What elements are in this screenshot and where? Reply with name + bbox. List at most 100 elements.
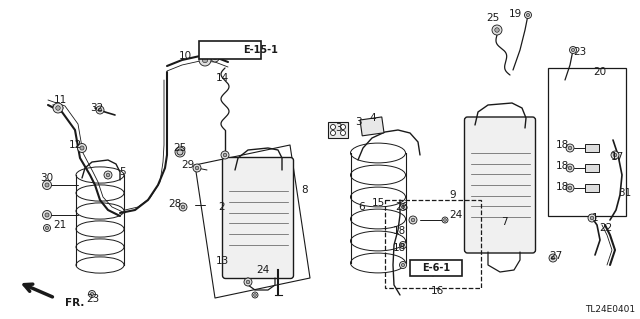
Circle shape <box>106 173 110 177</box>
Text: E-15-1: E-15-1 <box>244 45 278 55</box>
Circle shape <box>42 181 51 189</box>
Circle shape <box>401 263 404 267</box>
Text: 31: 31 <box>618 188 632 198</box>
Circle shape <box>340 130 346 136</box>
FancyBboxPatch shape <box>410 260 462 276</box>
Circle shape <box>401 243 404 247</box>
Circle shape <box>223 153 227 157</box>
Text: E-6-1: E-6-1 <box>422 263 450 273</box>
Circle shape <box>551 256 555 260</box>
Circle shape <box>178 150 182 154</box>
Text: 24: 24 <box>449 210 463 220</box>
Text: FR.: FR. <box>65 298 84 308</box>
Circle shape <box>570 47 577 54</box>
Circle shape <box>566 164 574 172</box>
Circle shape <box>253 294 257 296</box>
Circle shape <box>195 166 199 170</box>
Circle shape <box>401 205 404 209</box>
Text: 17: 17 <box>611 152 623 162</box>
Text: 2: 2 <box>219 202 225 212</box>
Text: 20: 20 <box>593 67 607 77</box>
Text: 5: 5 <box>118 167 125 177</box>
Text: 18: 18 <box>392 226 406 236</box>
Circle shape <box>45 183 49 187</box>
Circle shape <box>527 13 529 17</box>
Circle shape <box>77 144 86 152</box>
Circle shape <box>399 204 406 211</box>
Text: 30: 30 <box>40 173 54 183</box>
Circle shape <box>80 146 84 150</box>
Text: 8: 8 <box>301 185 308 195</box>
Circle shape <box>611 151 619 159</box>
Text: 23: 23 <box>573 47 587 57</box>
Text: 26: 26 <box>396 202 408 212</box>
Text: 14: 14 <box>216 73 228 83</box>
Circle shape <box>568 146 572 150</box>
Circle shape <box>442 217 448 223</box>
Circle shape <box>444 219 446 221</box>
Bar <box>385 200 481 288</box>
Text: 24: 24 <box>257 265 269 275</box>
Text: 10: 10 <box>179 51 191 61</box>
Circle shape <box>566 184 574 192</box>
Circle shape <box>568 166 572 170</box>
Circle shape <box>98 108 102 112</box>
Circle shape <box>566 144 574 152</box>
Bar <box>585 184 599 192</box>
Text: 15: 15 <box>371 198 385 208</box>
Text: 3: 3 <box>355 117 362 127</box>
Circle shape <box>492 25 502 35</box>
Circle shape <box>525 11 531 19</box>
Text: 12: 12 <box>68 140 82 150</box>
Text: 19: 19 <box>508 9 522 19</box>
Circle shape <box>45 226 49 230</box>
Text: 18: 18 <box>556 161 568 171</box>
Circle shape <box>56 106 60 110</box>
Text: 32: 32 <box>90 103 104 113</box>
Circle shape <box>45 213 49 217</box>
Circle shape <box>193 164 201 172</box>
Text: 7: 7 <box>500 217 508 227</box>
Circle shape <box>177 149 183 155</box>
Text: 18: 18 <box>392 243 406 253</box>
Circle shape <box>340 124 346 130</box>
Text: 9: 9 <box>450 190 456 200</box>
Text: 25: 25 <box>173 143 187 153</box>
Circle shape <box>221 151 229 159</box>
Text: 3: 3 <box>335 123 341 133</box>
Text: 27: 27 <box>549 251 563 261</box>
Circle shape <box>409 216 417 224</box>
Circle shape <box>213 56 217 60</box>
Circle shape <box>399 241 406 249</box>
Circle shape <box>90 293 93 296</box>
Text: 4: 4 <box>370 113 376 123</box>
Text: 22: 22 <box>600 223 612 233</box>
Circle shape <box>211 54 219 62</box>
Text: 1: 1 <box>592 213 598 223</box>
Text: TL24E0401: TL24E0401 <box>585 305 635 314</box>
Text: 11: 11 <box>53 95 67 105</box>
Text: 6: 6 <box>358 202 365 212</box>
Circle shape <box>412 218 415 222</box>
Circle shape <box>202 57 208 63</box>
FancyBboxPatch shape <box>223 158 294 278</box>
Circle shape <box>53 103 63 113</box>
Circle shape <box>252 292 258 298</box>
Circle shape <box>199 54 211 66</box>
Circle shape <box>330 130 335 136</box>
FancyBboxPatch shape <box>465 117 536 253</box>
Circle shape <box>104 171 112 179</box>
Circle shape <box>44 225 51 232</box>
Text: 25: 25 <box>486 13 500 23</box>
Bar <box>585 144 599 152</box>
Circle shape <box>181 205 185 209</box>
Circle shape <box>399 262 406 269</box>
Circle shape <box>246 280 250 284</box>
Text: 28: 28 <box>168 199 182 209</box>
Text: 29: 29 <box>181 160 195 170</box>
Circle shape <box>330 124 335 130</box>
Text: 23: 23 <box>86 294 100 304</box>
Bar <box>585 164 599 172</box>
Text: 21: 21 <box>53 220 67 230</box>
Circle shape <box>175 147 185 157</box>
